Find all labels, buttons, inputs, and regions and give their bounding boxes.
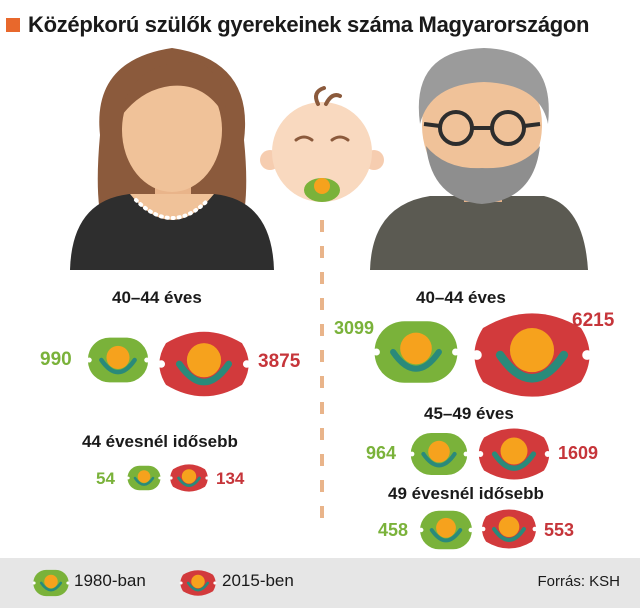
men-group1-1980-value: 3099 [334,318,375,338]
pacifier-red-icon [168,462,210,494]
women-group2-label: 44 évesnél idősebb [82,432,238,451]
pacifier-green-icon [86,334,150,386]
men-group3-2015-value: 553 [544,520,575,540]
woman-icon [70,48,274,270]
title-marker-icon [6,18,20,32]
title-text: Középkorú szülők gyerekeinek száma Magya… [28,12,590,37]
women-group1-1980-value: 990 [40,349,72,370]
women-group2-1980-value: 54 [96,469,115,488]
pacifier-red-icon [156,326,252,402]
pacifier-green-icon [32,568,70,598]
women-group1-label: 40–44 éves [112,288,202,307]
legend-bar: 1980-ban 2015-ben Forrás: KSH [0,558,640,608]
men-group2-label: 45–49 éves [424,404,514,423]
pacifier-green-icon [418,508,474,552]
men-group1-2015-value: 6215 [572,310,615,331]
man-icon [370,48,588,270]
pacifier-red-icon [178,568,218,598]
illustration [70,48,588,530]
pacifier-green-icon [372,316,460,388]
pacifier-red-icon [474,424,554,484]
men-group1-label: 40–44 éves [416,288,506,307]
women-group2-2015-value: 134 [216,469,245,488]
pacifier-green-icon [126,464,162,492]
men-group2-2015-value: 1609 [558,443,599,463]
men-group3-label: 49 évesnél idősebb [388,484,544,503]
women-group1-2015-value: 3875 [258,351,301,372]
men-group2-1980-value: 964 [366,443,397,463]
pacifier-red-icon [480,506,538,552]
source-note: Forrás: KSH [537,573,620,590]
pacifier-green-icon [408,430,470,478]
legend-2015: 2015-ben [222,571,294,590]
legend-1980: 1980-ban [74,571,146,590]
chart-title: Középkorú szülők gyerekeinek száma Magya… [6,10,589,40]
men-group3-1980-value: 458 [378,520,409,540]
baby-icon [260,86,384,202]
